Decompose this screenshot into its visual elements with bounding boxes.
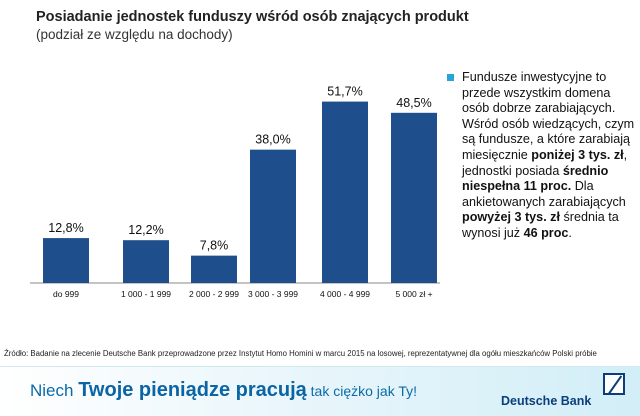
bullet-square-icon bbox=[447, 74, 454, 81]
bar bbox=[123, 240, 169, 283]
data-label: 38,0% bbox=[255, 133, 290, 147]
bar bbox=[43, 238, 89, 283]
slogan-pre: Niech bbox=[30, 381, 79, 400]
commentary-part: średnia ta wynosi już bbox=[462, 210, 619, 240]
slogan-bold: Twoje pieniądze pracują bbox=[78, 379, 307, 401]
commentary-part: , jednostki posiada bbox=[462, 147, 628, 178]
data-label: 7,8% bbox=[200, 239, 229, 253]
brand-name: Deutsche Bank bbox=[501, 394, 592, 408]
footer-banner: Niech Twoje pieniądze pracują tak ciężko… bbox=[0, 366, 640, 416]
commentary-part: . bbox=[568, 225, 572, 240]
category-tick-label: 4 000 - 4 999 bbox=[320, 289, 370, 299]
data-label: 12,8% bbox=[48, 221, 83, 235]
bar bbox=[391, 112, 437, 284]
category-tick-label: 1 000 - 1 999 bbox=[121, 289, 171, 299]
chart-subtitle: (podział ze względu na dochody) bbox=[36, 27, 233, 42]
category-tick-label: 3 000 - 3 999 bbox=[248, 289, 298, 299]
data-label: 12,2% bbox=[128, 223, 163, 237]
chart-title: Posiadanie jednostek funduszy wśród osób… bbox=[36, 9, 469, 25]
category-tick-label: do 999 bbox=[53, 289, 79, 299]
slogan-post: tak ciężko jak Ty! bbox=[306, 383, 417, 399]
commentary-box: Fundusze inwestycyjne to przede wszystki… bbox=[447, 70, 635, 242]
commentary-part: Fundusze inwestycyjne to przede wszystki… bbox=[462, 70, 635, 162]
deutsche-bank-logo-icon bbox=[603, 373, 625, 395]
data-label: 48,5% bbox=[396, 96, 431, 110]
data-label: 51,7% bbox=[327, 85, 362, 99]
commentary-part: Dla ankietowanych zarabiających bbox=[462, 179, 626, 209]
source-note: Źródło: Badanie na zlecenie Deutsche Ban… bbox=[4, 349, 597, 358]
commentary-bold: średnio niespełna 11 proc. bbox=[462, 163, 609, 194]
category-tick-label: 2 000 - 2 999 bbox=[189, 289, 239, 299]
commentary-bold: poniżej 3 tys. zł bbox=[531, 147, 624, 162]
commentary-bold: powyżej 3 tys. zł bbox=[462, 210, 560, 225]
bar bbox=[250, 149, 296, 283]
slogan: Niech Twoje pieniądze pracują tak ciężko… bbox=[30, 379, 417, 402]
bar-chart: 12,8% do 999 12,2% 1 000 - 1 999 7,8% 2 000 -… bbox=[30, 85, 440, 299]
commentary-bold: 46 proc bbox=[523, 225, 569, 240]
bar bbox=[322, 101, 368, 283]
category-tick-label: 5 000 zł + bbox=[395, 289, 432, 299]
commentary-text: Fundusze inwestycyjne to przede wszystki… bbox=[462, 70, 635, 242]
bar bbox=[191, 255, 237, 283]
